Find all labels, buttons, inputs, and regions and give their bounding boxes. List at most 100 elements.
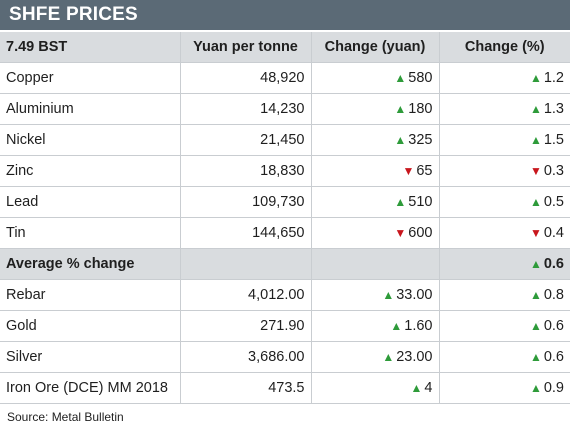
- average-row: Average % change ▲ 0.6: [0, 248, 570, 280]
- commodity-name: Silver: [0, 341, 181, 373]
- pct-cell-value: 1.2: [543, 70, 564, 86]
- change-cell-value: 600: [408, 225, 433, 241]
- up-triangle-icon: ▲: [529, 195, 542, 209]
- table-row: Zinc 18,830 ▼ 65 ▼ 0.3: [0, 155, 570, 187]
- table-row: Lead 109,730 ▲ 510 ▲ 0.5: [0, 186, 570, 218]
- price-cell-value: 14,230: [260, 101, 305, 117]
- price-cell-value: 48,920: [260, 70, 305, 86]
- table-row: Nickel 21,450 ▲ 325 ▲ 1.5: [0, 124, 570, 156]
- change-cell-value: 1.60: [404, 318, 433, 334]
- pct-cell: ▲ 0.6: [439, 310, 570, 342]
- price-cell: 109,730: [180, 186, 312, 218]
- price-cell: 473.5: [180, 372, 312, 404]
- up-triangle-icon: ▲: [529, 319, 542, 333]
- up-triangle-icon: ▲: [394, 102, 407, 116]
- change-cell-value: 65: [416, 163, 433, 179]
- pct-cell: ▼ 0.3: [439, 155, 570, 187]
- pct-cell: ▲ 0.9: [439, 372, 570, 404]
- price-cell: 144,650: [180, 217, 312, 249]
- pct-cell: ▲ 1.5: [439, 124, 570, 156]
- up-triangle-icon: ▲: [394, 133, 407, 147]
- average-pct-cell: ▲ 0.6: [439, 248, 570, 280]
- pct-cell-value: 0.3: [543, 163, 564, 179]
- average-pct-cell-value: 0.6: [543, 256, 564, 272]
- average-label: Average % change: [0, 248, 181, 280]
- table-row: Copper 48,920 ▲ 580 ▲ 1.2: [0, 62, 570, 94]
- table-row: Rebar 4,012.00 ▲ 33.00 ▲ 0.8: [0, 279, 570, 311]
- up-triangle-icon: ▲: [529, 381, 542, 395]
- pct-cell: ▲ 0.5: [439, 186, 570, 218]
- up-triangle-icon: ▲: [382, 288, 395, 302]
- up-triangle-icon: ▲: [382, 350, 395, 364]
- down-triangle-icon: ▼: [402, 164, 415, 178]
- pct-cell-value: 0.8: [543, 287, 564, 303]
- up-triangle-icon: ▲: [529, 71, 542, 85]
- pct-cell: ▲ 1.2: [439, 62, 570, 94]
- down-triangle-icon: ▼: [529, 164, 542, 178]
- commodity-name: Gold: [0, 310, 181, 342]
- change-cell: ▲ 1.60: [311, 310, 440, 342]
- prices-table: 7.49 BST Yuan per tonne Change (yuan) Ch…: [0, 32, 570, 404]
- down-triangle-icon: ▼: [529, 226, 542, 240]
- commodity-name: Zinc: [0, 155, 181, 187]
- up-triangle-icon: ▲: [529, 288, 542, 302]
- pct-cell: ▲ 0.6: [439, 341, 570, 373]
- page-title: SHFE PRICES: [9, 4, 138, 25]
- table-row: Aluminium 14,230 ▲ 180 ▲ 1.3: [0, 93, 570, 125]
- up-triangle-icon: ▲: [394, 71, 407, 85]
- pct-cell-value: 0.6: [543, 318, 564, 334]
- commodity-name: Copper: [0, 62, 181, 94]
- price-cell-value: 18,830: [260, 163, 305, 179]
- change-cell-value: 325: [408, 132, 433, 148]
- header-row: 7.49 BST Yuan per tonne Change (yuan) Ch…: [0, 32, 570, 63]
- up-triangle-icon: ▲: [529, 257, 542, 271]
- change-cell-value: 33.00: [396, 287, 433, 303]
- down-triangle-icon: ▼: [394, 226, 407, 240]
- price-cell: 21,450: [180, 124, 312, 156]
- price-column-header: Yuan per tonne: [180, 32, 312, 63]
- commodity-name: Iron Ore (DCE) MM 2018: [0, 372, 181, 404]
- price-cell-value: 21,450: [260, 132, 305, 148]
- change-cell: ▲ 325: [311, 124, 440, 156]
- price-cell-value: 271.90: [260, 318, 305, 334]
- pct-cell-value: 1.5: [543, 132, 564, 148]
- change-cell-value: 580: [408, 70, 433, 86]
- change-cell-value: 180: [408, 101, 433, 117]
- price-cell: 18,830: [180, 155, 312, 187]
- up-triangle-icon: ▲: [529, 133, 542, 147]
- pct-column-header: Change (%): [439, 32, 570, 63]
- table-row: Tin 144,650 ▼ 600 ▼ 0.4: [0, 217, 570, 249]
- commodity-name: Nickel: [0, 124, 181, 156]
- table-row: Gold 271.90 ▲ 1.60 ▲ 0.6: [0, 310, 570, 342]
- pct-cell-value: 1.3: [543, 101, 564, 117]
- change-cell: ▼ 65: [311, 155, 440, 187]
- pct-cell-value: 0.9: [543, 380, 564, 396]
- table-row: Silver 3,686.00 ▲ 23.00 ▲ 0.6: [0, 341, 570, 373]
- change-cell-value: 4: [424, 380, 433, 396]
- empty-cell: [180, 248, 312, 280]
- change-cell: ▲ 180: [311, 93, 440, 125]
- pct-cell: ▼ 0.4: [439, 217, 570, 249]
- price-cell: 4,012.00: [180, 279, 312, 311]
- commodity-name: Lead: [0, 186, 181, 218]
- pct-cell: ▲ 0.8: [439, 279, 570, 311]
- price-cell-value: 4,012.00: [248, 287, 305, 303]
- change-cell: ▲ 580: [311, 62, 440, 94]
- pct-cell-value: 0.5: [543, 194, 564, 210]
- change-cell: ▲ 23.00: [311, 341, 440, 373]
- change-column-header: Change (yuan): [311, 32, 440, 63]
- up-triangle-icon: ▲: [529, 350, 542, 364]
- commodity-name: Aluminium: [0, 93, 181, 125]
- table-row: Iron Ore (DCE) MM 2018 473.5 ▲ 4 ▲ 0.9: [0, 372, 570, 404]
- price-cell-value: 3,686.00: [248, 349, 305, 365]
- up-triangle-icon: ▲: [390, 319, 403, 333]
- change-cell: ▲ 510: [311, 186, 440, 218]
- change-cell: ▲ 4: [311, 372, 440, 404]
- commodity-name: Tin: [0, 217, 181, 249]
- pct-cell: ▲ 1.3: [439, 93, 570, 125]
- change-cell: ▼ 600: [311, 217, 440, 249]
- price-cell: 271.90: [180, 310, 312, 342]
- source-note: Source: Metal Bulletin: [7, 410, 124, 424]
- pct-cell-value: 0.4: [543, 225, 564, 241]
- up-triangle-icon: ▲: [394, 195, 407, 209]
